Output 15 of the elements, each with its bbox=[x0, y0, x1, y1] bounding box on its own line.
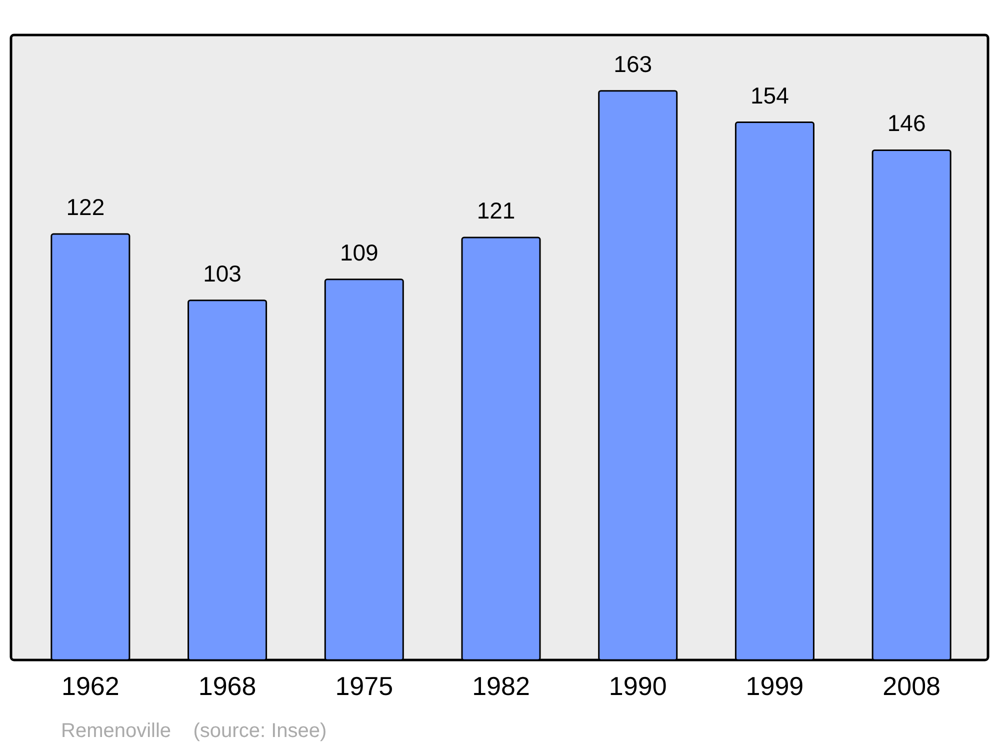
x-tick-label: 1990 bbox=[608, 671, 667, 701]
data-label: 103 bbox=[203, 260, 242, 286]
data-label: 154 bbox=[750, 82, 790, 108]
x-tick-label: 1968 bbox=[198, 671, 256, 701]
data-label: 163 bbox=[614, 50, 652, 77]
data-label: 146 bbox=[887, 110, 926, 136]
text: Remenoville (source: Insee) bbox=[61, 720, 327, 742]
x-tick-label: 1982 bbox=[472, 671, 530, 701]
data-label: 121 bbox=[476, 198, 516, 224]
data-label: 122 bbox=[66, 194, 105, 220]
x-tick-label: 1999 bbox=[746, 671, 804, 701]
x-tick-label: 1975 bbox=[335, 671, 394, 701]
x-tick-label: 2008 bbox=[882, 671, 940, 701]
x-tick-label: 1962 bbox=[62, 671, 120, 701]
data-label: 109 bbox=[340, 239, 378, 266]
